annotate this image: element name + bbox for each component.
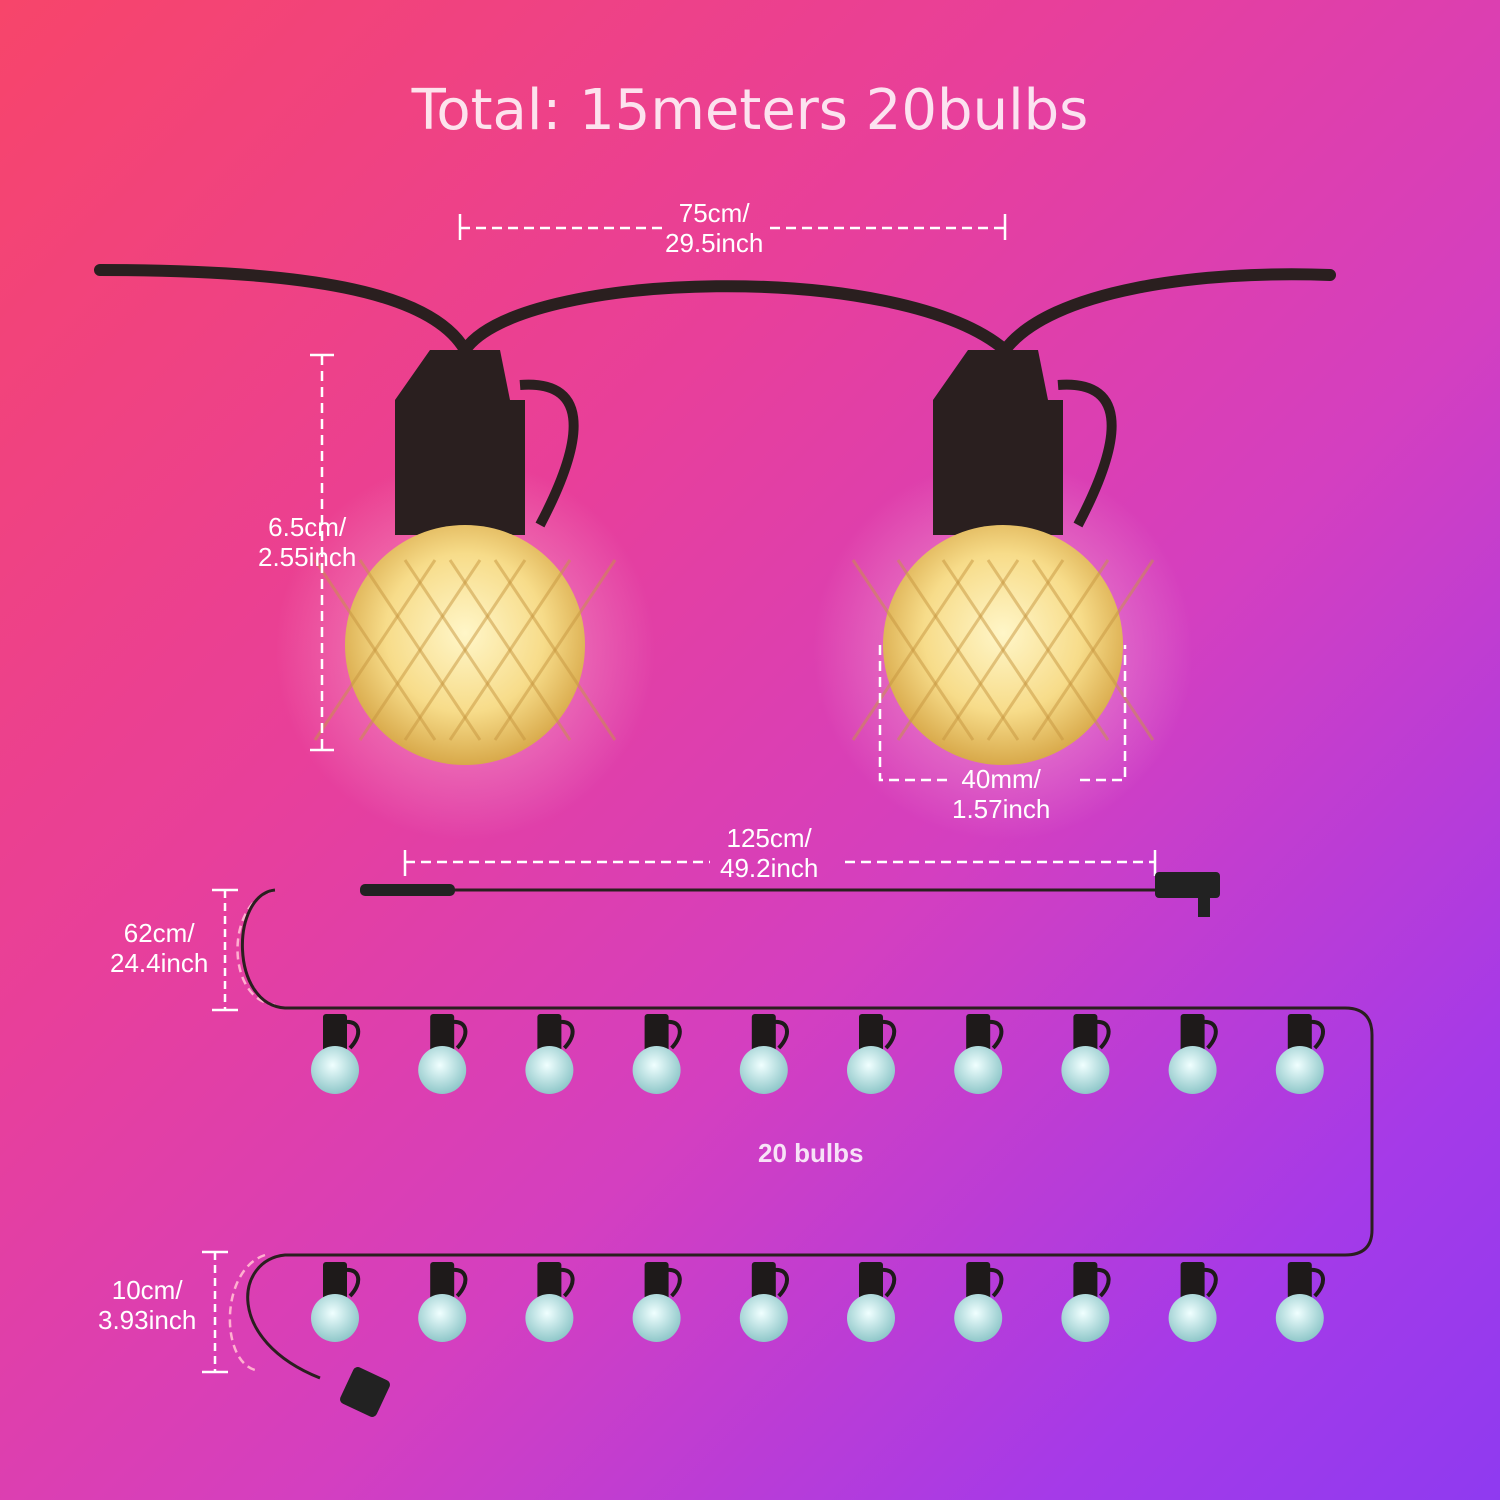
small-bulb <box>954 1014 1004 1094</box>
small-bulb <box>311 1262 361 1342</box>
small-bulb <box>418 1014 468 1094</box>
inline-connector-icon <box>360 884 455 896</box>
bulb-spacing-label: 75cm/29.5inch <box>665 198 764 258</box>
small-bulb <box>1168 1262 1218 1342</box>
small-bulb <box>632 1014 682 1094</box>
small-bulb <box>739 1014 789 1094</box>
small-bulb <box>418 1262 468 1342</box>
small-bulb <box>1168 1014 1218 1094</box>
small-bulb <box>847 1262 897 1342</box>
small-bulb <box>954 1262 1004 1342</box>
plug-icon <box>1155 872 1220 898</box>
small-bulb <box>311 1014 361 1094</box>
turn-length-label: 62cm/24.4inch <box>110 918 209 978</box>
large-bulb <box>275 350 655 840</box>
lead-cable-label: 125cm/49.2inch <box>720 823 819 883</box>
small-bulb <box>847 1014 897 1094</box>
tail-length-label: 10cm/3.93inch <box>98 1275 197 1335</box>
small-bulb <box>1061 1014 1111 1094</box>
small-bulb <box>1275 1014 1325 1094</box>
small-bulb <box>525 1262 575 1342</box>
bulb-diameter-label: 40mm/1.57inch <box>952 764 1051 824</box>
small-bulb <box>1275 1262 1325 1342</box>
small-bulb <box>1061 1262 1111 1342</box>
string-cable <box>240 888 1374 1380</box>
title: Total: 15meters 20bulbs <box>411 78 1089 143</box>
main-cable <box>94 264 1336 362</box>
bulb-count-label: 20 bulbs <box>758 1138 864 1168</box>
end-connector-icon <box>340 1367 390 1417</box>
large-bulb <box>813 350 1193 840</box>
dimension-lines <box>202 214 1157 1374</box>
bulb-height-label: 6.5cm/2.55inch <box>258 512 357 572</box>
small-bulb <box>632 1262 682 1342</box>
small-bulb <box>525 1014 575 1094</box>
small-bulb <box>739 1262 789 1342</box>
